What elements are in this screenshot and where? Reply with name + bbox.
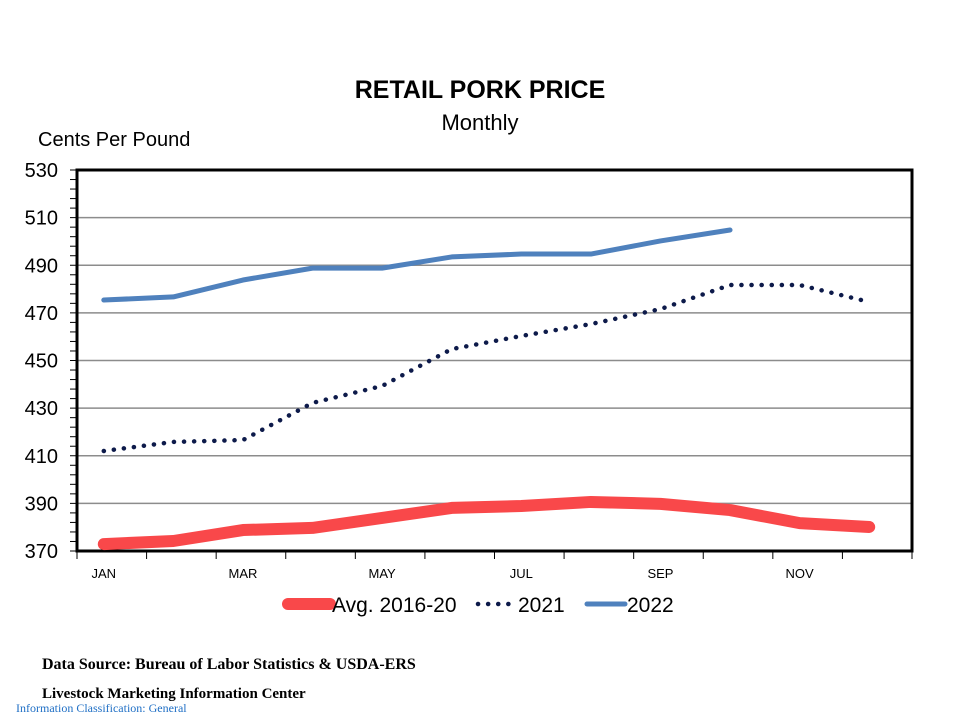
y-tick-label: 370 (25, 541, 58, 563)
x-tick-label: SEP (647, 566, 673, 581)
organization: Livestock Marketing Information Center (42, 686, 306, 702)
y-tick-label: 510 (25, 208, 58, 230)
series-line-Avg. 2016-20 (97, 495, 876, 551)
y-tick-label: 410 (25, 446, 58, 468)
y-tick-label: 390 (25, 493, 58, 515)
data-source: Data Source: Bureau of Labor Statistics … (42, 656, 416, 673)
legend-label: 2021 (518, 594, 565, 617)
chart-subtitle: Monthly (441, 110, 519, 135)
classification: Information Classification: General (16, 701, 187, 715)
series-line-2022 (101, 227, 733, 303)
legend-label: 2022 (627, 594, 674, 617)
x-tick-label: MAY (369, 566, 397, 581)
y-tick-label: 450 (25, 351, 58, 373)
y-tick-label: 470 (25, 303, 58, 325)
chart-title: RETAIL PORK PRICE (354, 76, 606, 104)
legend-label: Avg. 2016-20 (332, 594, 457, 617)
y-tick-label: 430 (25, 398, 58, 420)
x-tick-label: JAN (92, 566, 117, 581)
y-tick-label: 490 (25, 255, 58, 277)
series-line-2021 (101, 282, 872, 454)
x-tick-label: MAR (229, 566, 258, 581)
y-axis-label: Cents Per Pound (38, 129, 191, 151)
x-tick-label: NOV (786, 566, 815, 581)
x-tick-label: JUL (510, 566, 533, 581)
y-tick-label: 530 (25, 160, 58, 182)
